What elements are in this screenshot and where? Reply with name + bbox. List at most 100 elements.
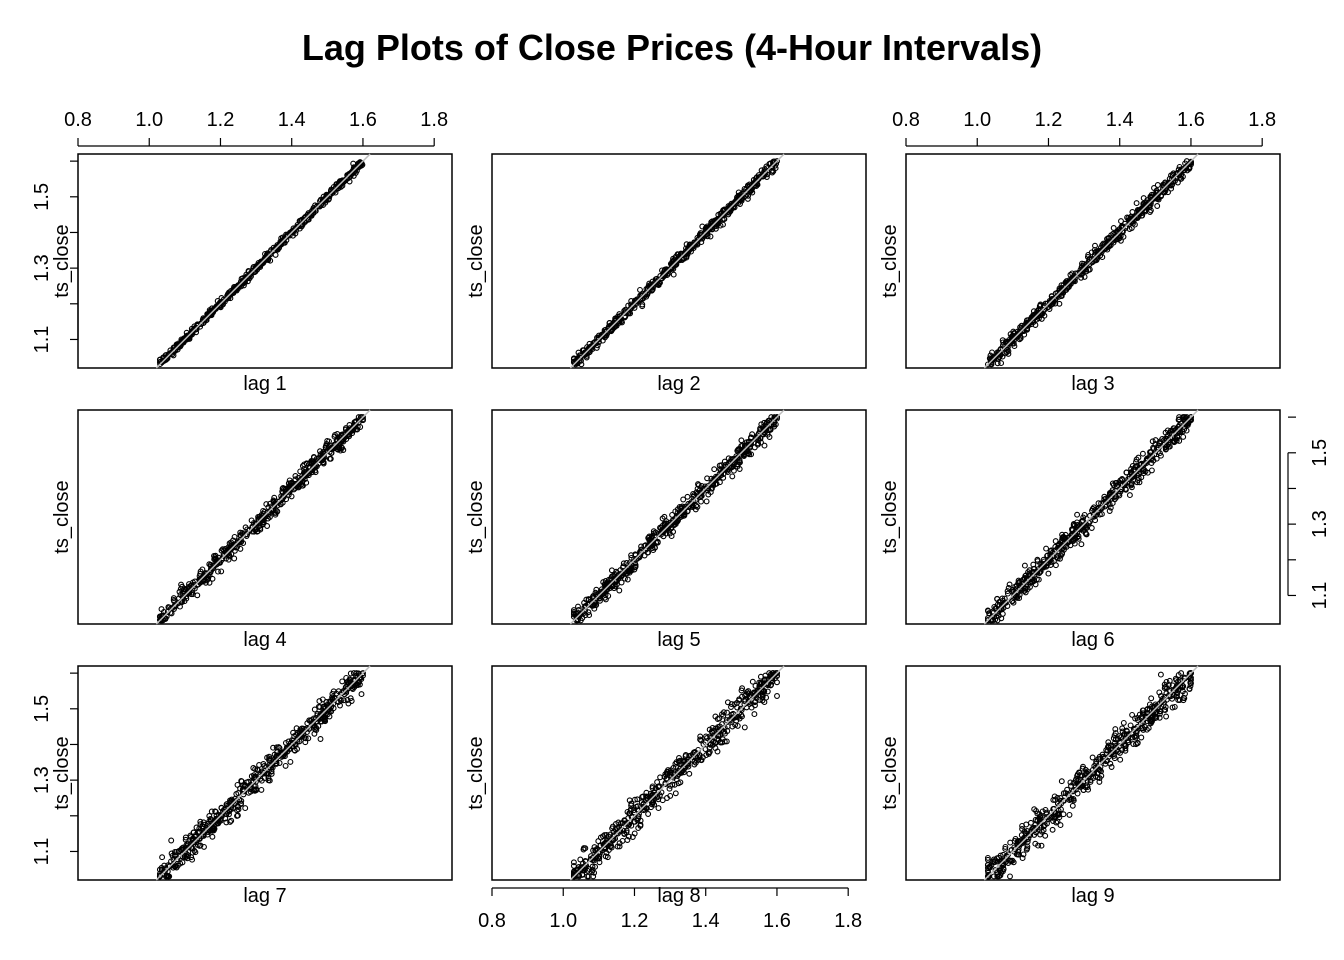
scatter-point xyxy=(1108,764,1115,770)
scatter-point xyxy=(1089,754,1096,761)
scatter-point xyxy=(649,783,656,790)
scatter-point xyxy=(231,547,238,554)
scatter-point xyxy=(1157,452,1164,459)
scatter-point xyxy=(240,788,247,795)
scatter-point xyxy=(266,753,273,760)
scatter-point xyxy=(314,710,321,717)
scatter-point xyxy=(1069,802,1076,809)
scatter-point xyxy=(231,533,238,540)
scatter-point xyxy=(659,267,665,274)
scatter-point xyxy=(698,757,705,764)
scatter-point xyxy=(213,812,220,819)
scatter-point xyxy=(1131,726,1138,733)
scatter-point xyxy=(1043,811,1050,818)
x-tick-label: 1.8 xyxy=(1248,109,1276,131)
scatter-point xyxy=(209,833,216,840)
panel-lag-1: 0.8 1.0 1.2 1.4 1.6 1.81.11.31.5 ts_close lag… xyxy=(31,109,453,395)
scatter-point xyxy=(1132,213,1139,219)
scatter-point xyxy=(317,736,324,742)
scatter-point xyxy=(1013,851,1020,858)
y-tick-label: 1.3 xyxy=(31,254,53,282)
scatter-point xyxy=(1178,175,1185,182)
scatter-point xyxy=(1025,572,1032,579)
scatter-point xyxy=(1143,726,1150,733)
scatter-point xyxy=(720,474,727,481)
scatter-point xyxy=(258,786,265,793)
scatter-point xyxy=(1116,492,1123,499)
scatter-point xyxy=(586,346,593,353)
scatter-point xyxy=(1094,251,1101,258)
scatter-point xyxy=(274,508,281,515)
scatter-point xyxy=(1135,454,1142,461)
scatter-point xyxy=(669,262,675,269)
scatter-point xyxy=(179,594,186,600)
panel-ylabel: ts_close xyxy=(465,480,487,553)
scatter-point xyxy=(1057,555,1063,562)
x-tick-label: 1.0 xyxy=(549,910,577,932)
scatter-point xyxy=(596,853,603,860)
x-tick-label: 1.8 xyxy=(420,109,448,131)
scatter-point xyxy=(287,758,294,765)
scatter-point xyxy=(581,349,588,356)
scatter-point xyxy=(1112,480,1119,486)
scatter-point xyxy=(749,678,756,685)
scatter-point xyxy=(159,854,166,861)
x-tick-label: 1.4 xyxy=(1106,109,1134,131)
scatter-point xyxy=(635,813,642,820)
scatter-point xyxy=(1010,599,1017,606)
scatter-point xyxy=(1048,293,1055,300)
scatter-point xyxy=(602,596,609,603)
scatter-point xyxy=(747,441,754,448)
scatter-point xyxy=(1090,511,1097,518)
scatter-point xyxy=(1120,719,1127,726)
scatter-point xyxy=(1115,748,1122,755)
scatter-point xyxy=(697,733,704,740)
scatter-point xyxy=(323,710,329,717)
scatter-point xyxy=(658,789,665,796)
scatter-point xyxy=(1147,207,1154,214)
scatter-point xyxy=(347,670,354,677)
scatter-point xyxy=(678,505,685,512)
scatter-point xyxy=(666,785,673,792)
scatter-point xyxy=(239,782,246,789)
scatter-point xyxy=(627,806,634,813)
scatter-point xyxy=(1119,482,1126,489)
scatter-point xyxy=(214,302,221,309)
scatter-point xyxy=(231,555,238,562)
scatter-point xyxy=(1148,460,1155,466)
scatter-point xyxy=(259,519,266,526)
panel-ylabel: ts_close xyxy=(879,480,901,553)
scatter-point xyxy=(640,793,647,800)
scatter-point xyxy=(583,596,590,603)
scatter-point xyxy=(1055,542,1062,549)
scatter-point xyxy=(1078,274,1085,281)
scatter-point xyxy=(289,228,296,235)
panel-label: lag 3 xyxy=(1071,373,1114,395)
scatter-point xyxy=(1133,200,1140,207)
x-tick-label: 1.6 xyxy=(349,109,377,131)
scatter-point xyxy=(1156,450,1163,457)
scatter-point xyxy=(242,783,249,790)
scatter-point xyxy=(330,187,336,193)
panel-ylabel: ts_close xyxy=(465,736,487,809)
scatter-point xyxy=(215,568,221,575)
scatter-point xyxy=(1082,262,1089,269)
scatter-point xyxy=(335,446,342,453)
scatter-point xyxy=(1034,824,1041,831)
scatter-point xyxy=(335,699,342,706)
scatter-point xyxy=(189,589,196,596)
scatter-point xyxy=(999,602,1005,609)
scatter-point xyxy=(193,824,200,831)
scatter-point xyxy=(1002,339,1009,346)
scatter-point xyxy=(756,696,763,703)
scatter-point xyxy=(693,502,700,509)
scatter-point xyxy=(1082,766,1089,773)
scatter-point xyxy=(200,819,207,826)
y-tick-label: 1.3 xyxy=(1309,510,1331,538)
scatter-point xyxy=(1139,450,1146,457)
scatter-point xyxy=(759,424,766,431)
scatter-point xyxy=(1138,714,1145,721)
scatter-point xyxy=(251,775,257,782)
scatter-point xyxy=(1016,591,1023,598)
